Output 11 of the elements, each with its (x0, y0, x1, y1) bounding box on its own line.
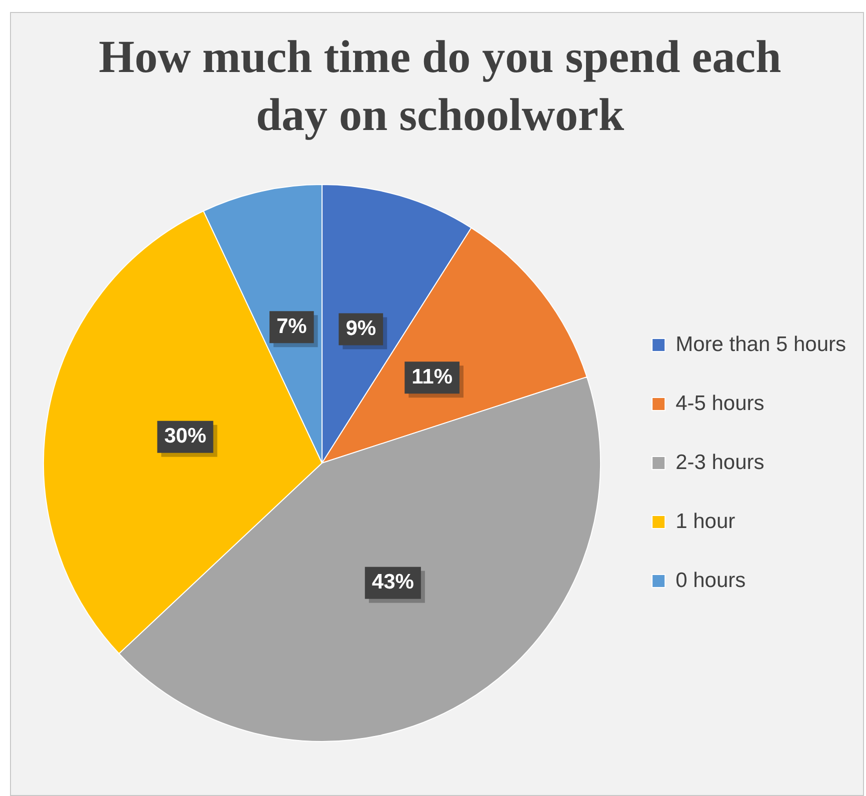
legend-label: More than 5 hours (676, 332, 846, 356)
data-label: 43% (372, 570, 414, 594)
legend-label: 4-5 hours (676, 392, 764, 415)
legend-label: 1 hour (676, 510, 736, 533)
data-label: 30% (164, 424, 207, 448)
data-label: 9% (346, 317, 376, 340)
data-label: 11% (412, 365, 453, 388)
chart-title: How much time do you spend each day on schoolwork (98, 30, 782, 142)
legend-label: 0 hours (676, 568, 746, 592)
data-label: 7% (276, 314, 308, 338)
legend-label: 2-3 hours (676, 450, 764, 474)
